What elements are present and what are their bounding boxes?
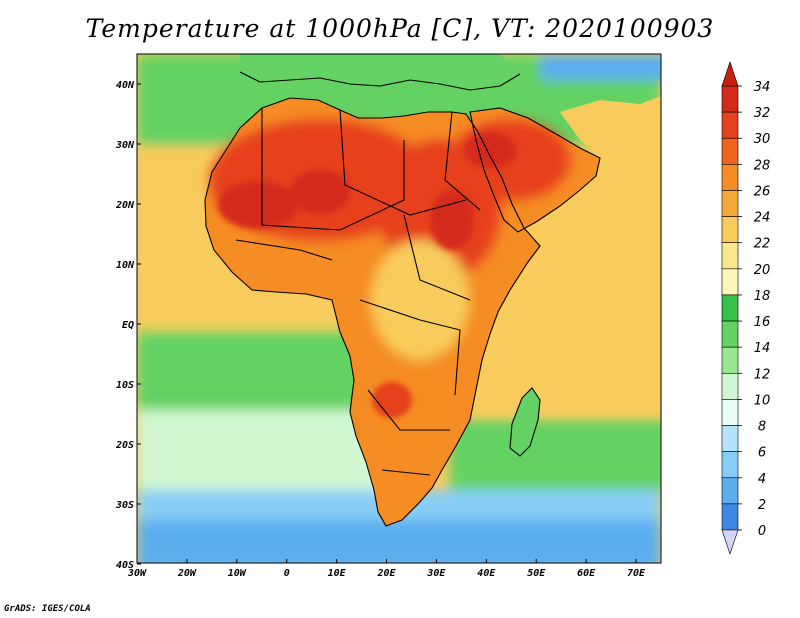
central-sahara-core	[290, 170, 350, 214]
colorbar-box	[721, 111, 739, 139]
y-tick-label: 10N	[116, 260, 135, 271]
colorbar-label: 28	[754, 158, 771, 173]
x-tick-label: 30W	[127, 568, 147, 579]
colorbar-box	[721, 164, 739, 191]
credit-text: GrADS: IGES/COLA	[4, 604, 91, 614]
colorbar-box	[721, 294, 739, 322]
arabia-core	[464, 132, 516, 168]
colorbar-box	[721, 242, 739, 270]
colorbar-box	[721, 268, 739, 296]
y-tick-label: 10S	[116, 380, 134, 391]
colorbar-label: 6	[758, 446, 766, 461]
colorbar-label: 14	[754, 341, 771, 356]
y-tick-label: 20S	[115, 440, 134, 451]
colorbar-label: 30	[754, 132, 771, 147]
x-tick-label: 0	[284, 568, 290, 579]
colorbar-label: 18	[754, 289, 771, 304]
colorbar-box	[721, 477, 739, 505]
y-tick-label: 40S	[116, 560, 134, 571]
madagascar-land	[510, 388, 540, 456]
country-border	[359, 299, 461, 396]
x-tick-label: 60E	[577, 568, 596, 579]
colorbar-label: 12	[754, 367, 771, 382]
colorbar-box	[721, 346, 739, 374]
colorbar-label: 16	[754, 315, 771, 330]
y-tick-label: 30N	[115, 140, 135, 151]
southern-cold-band	[137, 520, 661, 563]
colorbar-label: 20	[754, 263, 771, 278]
colorbar-box	[721, 137, 739, 165]
y-tick-label: 20N	[115, 200, 135, 211]
colorbar-box	[721, 216, 739, 244]
west-sahara-core	[218, 181, 298, 229]
colorbar-lower-cap	[721, 529, 739, 555]
sudan-core	[430, 190, 474, 250]
colorbar-label: 0	[758, 524, 766, 539]
colorbar-label: 24	[754, 211, 771, 226]
x-axis: 30W 20W 10W 0 10E 20E 30E 40E 50E 60E 70E	[127, 559, 646, 579]
colorbar-label: 4	[758, 472, 766, 487]
colorbar-label: 8	[758, 420, 766, 435]
southern-core	[372, 382, 412, 418]
colorbar-label: 10	[754, 393, 771, 408]
x-tick-label: 50E	[527, 568, 546, 579]
country-border	[339, 109, 467, 216]
y-tick-label: EQ	[122, 320, 134, 331]
madagascar-coastline	[509, 387, 541, 457]
europe-coastline	[239, 71, 521, 91]
x-tick-label: 20E	[376, 568, 396, 579]
temperature-field	[137, 54, 661, 563]
country-border	[403, 214, 471, 301]
colorbar-upper-cap	[721, 61, 739, 87]
colorbar-box	[721, 85, 739, 113]
x-tick-label: 10E	[328, 568, 347, 579]
europe-land	[240, 54, 520, 90]
map-title: Temperature at 1000hPa [C], VT: 20201009…	[85, 14, 715, 43]
africa-coastline	[204, 97, 541, 527]
x-tick-label: 20W	[177, 568, 197, 579]
arabia-coastline	[469, 107, 601, 233]
central-africa-warm	[370, 240, 470, 360]
x-tick-label: 10W	[228, 568, 247, 579]
x-tick-label: 70E	[627, 568, 646, 579]
country-border	[235, 239, 333, 261]
country-border	[444, 111, 481, 211]
colorbar-box	[721, 372, 739, 400]
y-tick-label: 30S	[115, 500, 134, 511]
y-axis: 40N 30N 20N 10N EQ 10S 20S 30S 40S	[115, 80, 141, 571]
colorbar-label: 32	[754, 106, 771, 121]
colorbar-box	[721, 320, 739, 348]
country-border	[367, 389, 450, 431]
colorbar-box	[721, 190, 739, 217]
x-tick-label: 30E	[426, 568, 446, 579]
colorbar-box	[721, 503, 739, 531]
x-tick-label: 40E	[477, 568, 496, 579]
south-indian-green	[450, 420, 661, 490]
colorbar-box	[721, 425, 739, 452]
colorbar-label: 26	[754, 184, 771, 199]
y-tick-label: 40N	[116, 80, 135, 91]
plot-frame	[136, 53, 662, 564]
country-border	[261, 108, 405, 231]
colorbar-box	[721, 399, 739, 426]
colorbar-label: 22	[754, 237, 771, 252]
coastlines	[204, 71, 601, 527]
iran-land	[560, 96, 661, 176]
country-border	[381, 469, 431, 476]
colorbar-label: 34	[754, 80, 771, 95]
northeast-cold-band	[540, 54, 661, 80]
colorbar-label: 2	[758, 498, 766, 513]
colorbar-box	[721, 451, 739, 479]
